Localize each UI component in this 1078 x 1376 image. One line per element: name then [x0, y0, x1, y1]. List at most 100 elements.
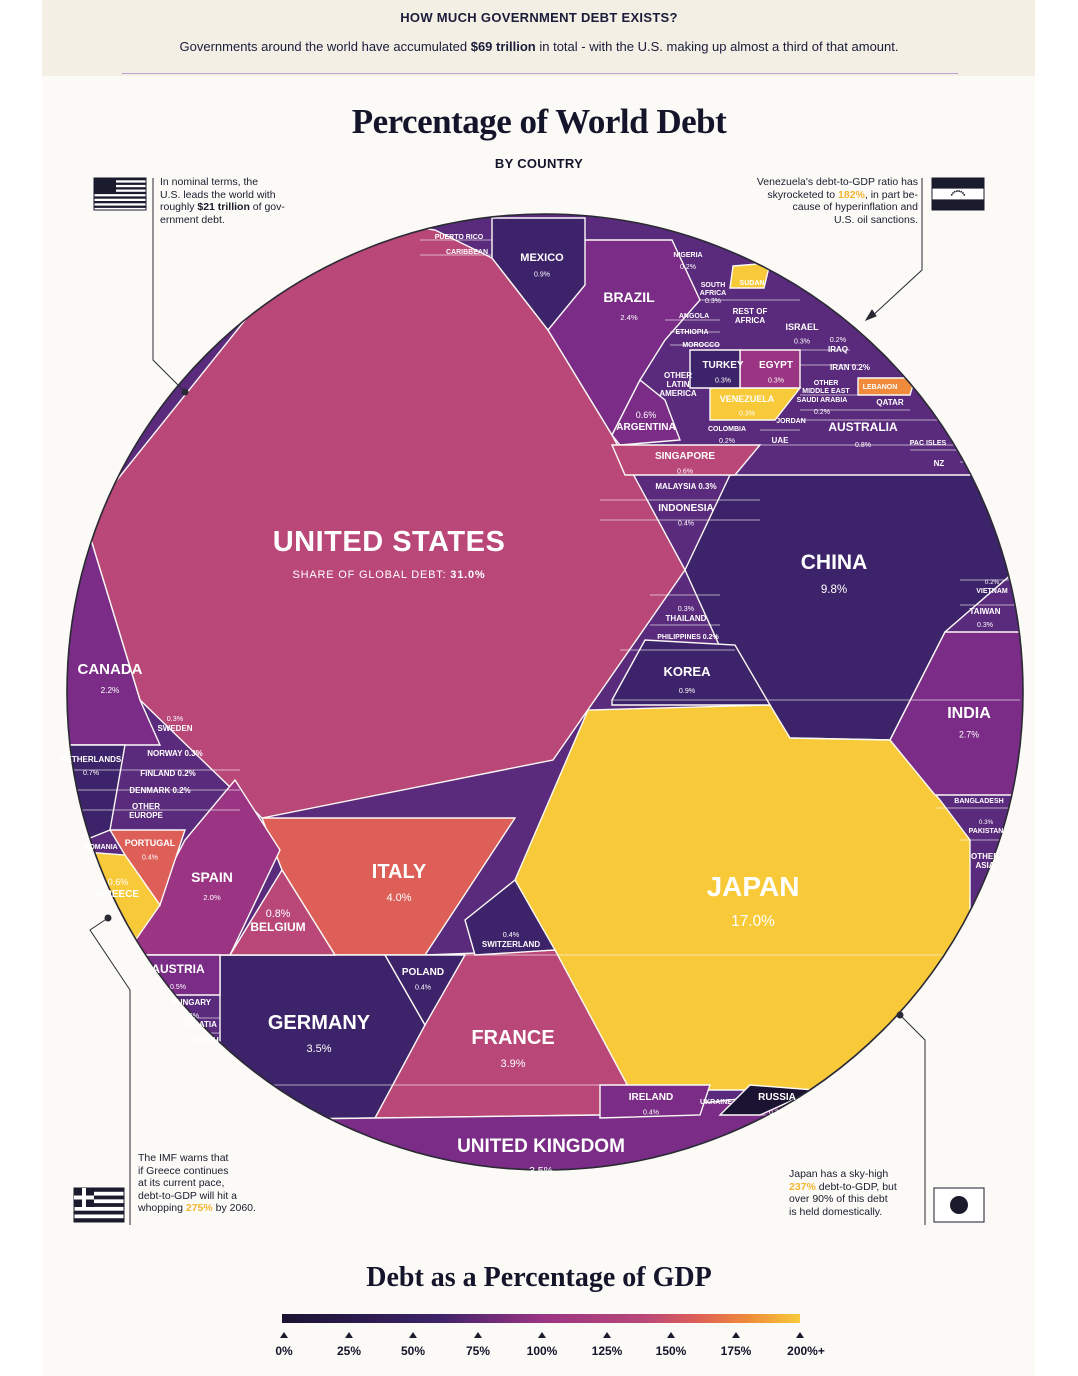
value-hungary: 0.2% [183, 1013, 199, 1020]
legend-tick-label: 175% [720, 1344, 752, 1358]
label-rest-of-africa-part: AFRICA [735, 316, 765, 325]
value-germany: 3.5% [306, 1043, 331, 1055]
value-france: 3.9% [500, 1058, 525, 1070]
label-philippines: PHILIPPINES 0.2% [657, 634, 719, 641]
value-colombia: 0.2% [719, 438, 735, 445]
label-pac-isles: PAC ISLES [910, 440, 947, 447]
cell-brazil [547, 239, 701, 437]
label-australia: AUSTRALIA [828, 420, 898, 434]
label-india: INDIA [947, 705, 991, 722]
value-korea: 0.9% [679, 687, 696, 695]
label-other-latin-america-part: LATIN [667, 380, 690, 389]
value-switzerland: 0.4% [503, 930, 520, 939]
note-line: U.S. leads the world with [160, 188, 276, 201]
label-belgium: BELGIUM [250, 920, 305, 934]
label-other-middle-east-part: OTHER [814, 380, 839, 387]
label-caribbean: CARIBBEAN [446, 249, 488, 256]
venezuela-arrow [864, 309, 877, 322]
value-iraq: 0.2% [830, 335, 847, 344]
value-saudi-arabia: 0.2% [814, 409, 830, 416]
label-united-states: UNITED STATES [273, 526, 506, 558]
note-line: Venezuela's debt-to-GDP ratio has [756, 176, 918, 188]
label-other-europe-part: EUROPE [129, 811, 163, 820]
label-spain: SPAIN [191, 869, 233, 885]
header-title: HOW MUCH GOVERNMENT DEBT EXISTS? [400, 10, 678, 25]
japan-flag-icon [933, 1187, 985, 1223]
legend-tick-label: 25% [336, 1344, 362, 1358]
note-line: is held domestically. [789, 1205, 883, 1218]
label-venezuela: VENEZUELA [720, 394, 775, 404]
label-austria: AUSTRIA [151, 962, 205, 976]
legend-gradient-bar [282, 1314, 800, 1323]
value-israel: 0.3% [794, 339, 810, 346]
label-other-latin-america-part: AMERICA [659, 389, 697, 398]
greece-flag-icon [73, 1187, 125, 1223]
note-line: In nominal terms, the [160, 176, 259, 188]
label-norway: NORWAY 0.3% [147, 749, 202, 758]
note-line: over 90% of this debt [789, 1193, 888, 1205]
label-portugal: PORTUGAL [125, 838, 176, 848]
legend-tick-label: 50% [400, 1344, 426, 1358]
label-netherlands: NETHERLANDS [61, 755, 122, 764]
venezuela-flag-icon [931, 177, 985, 211]
note-line: U.S. oil sanctions. [833, 213, 918, 226]
label-other-middle-east-part: MIDDLE EAST [802, 388, 850, 395]
label-poland: POLAND [402, 967, 444, 978]
value-turkey: 0.3% [715, 378, 731, 385]
greece-leader-dot [104, 914, 112, 922]
note-line: ernment debt. [160, 213, 225, 226]
label-korea: KOREA [664, 664, 712, 679]
label-czech: CZECH [191, 1036, 219, 1045]
label-iran: IRAN 0.2% [830, 363, 870, 372]
value-canada: 2.2% [101, 686, 120, 695]
label-rest-of-africa-part: REST OF [733, 307, 768, 316]
chart-title: Percentage of World Debt [351, 102, 727, 141]
label-russia: RUSSIA [758, 1092, 796, 1103]
value-netherlands: 0.7% [83, 770, 99, 777]
legend-tick-label: 150% [655, 1344, 687, 1358]
label-other-asia-part: ASIA [975, 861, 994, 870]
value-thailand: 0.3% [678, 604, 695, 613]
venezuela-note: Venezuela's debt-to-GDP ratio has skyrock… [700, 176, 918, 226]
chart-subtitle: BY COUNTRY [494, 156, 584, 171]
legend-tick-label: 0% [275, 1344, 293, 1358]
value-ireland: 0.4% [643, 1110, 659, 1117]
label-canada: CANADA [78, 661, 143, 678]
label-jordan: JORDAN [776, 418, 806, 425]
legend-tick-marker [474, 1332, 482, 1338]
value-japan: 17.0% [731, 913, 775, 930]
header-subtitle: Governments around the world have accumu… [0, 39, 1078, 54]
label-us-share: SHARE OF GLOBAL DEBT: 31.0% [293, 569, 486, 581]
legend-tick-marker [538, 1332, 546, 1338]
value-spain: 2.0% [203, 893, 221, 902]
label-ireland: IRELAND [629, 1092, 673, 1103]
label-romania: ROMANIA [84, 844, 117, 851]
chart-outline [66, 213, 1024, 1171]
japan-leader-dot [896, 1011, 904, 1019]
value-poland: 0.4% [415, 985, 431, 992]
label-united-kingdom: UNITED KINGDOM [457, 1136, 625, 1157]
legend-tick-label: 125% [591, 1344, 623, 1358]
value-austria: 0.5% [170, 984, 186, 991]
label-germany: GERMANY [268, 1012, 371, 1034]
label-singapore: SINGAPORE [655, 451, 715, 462]
value-indonesia: 0.4% [678, 521, 694, 528]
legend-tick-marker [667, 1332, 675, 1338]
note-line: Japan has a sky-high [789, 1168, 889, 1180]
label-japan: JAPAN [707, 871, 800, 902]
venezuela-leader-line [869, 178, 923, 319]
greece-note: The IMF warns that if Greece continues at … [138, 1152, 256, 1215]
label-south-africa-part: AFRICA [700, 290, 726, 297]
label-brazil: BRAZIL [603, 289, 655, 305]
us-note: In nominal terms, the U.S. leads the worl… [160, 176, 285, 226]
label-greece: GREECE [97, 889, 140, 900]
value-belgium: 0.8% [266, 908, 291, 920]
greece-leader-line [89, 917, 131, 1225]
cell-ireland [599, 1084, 711, 1119]
cell-lebanon [857, 377, 916, 396]
label-france: FRANCE [471, 1027, 554, 1049]
label-indonesia: INDONESIA [658, 503, 714, 514]
legend-tick-label: 75% [465, 1344, 491, 1358]
label-finland: FINLAND 0.2% [140, 769, 196, 778]
legend-tick-label: 100% [526, 1344, 558, 1358]
